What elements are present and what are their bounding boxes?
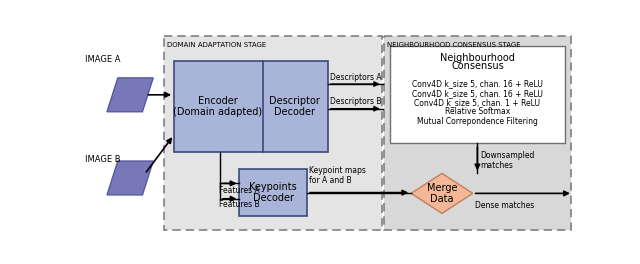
Text: Encoder
(Domain adapted): Encoder (Domain adapted) [173, 96, 262, 117]
Text: Keypoints
Decoder: Keypoints Decoder [250, 182, 297, 203]
Bar [239, 169, 307, 216]
Text: Mutual Correpondence Filtering: Mutual Correpondence Filtering [417, 116, 538, 125]
Text: Neighbourhood: Neighbourhood [440, 53, 515, 63]
Text: Descriptors A: Descriptors A [330, 73, 381, 82]
Polygon shape [411, 173, 473, 213]
Bar [390, 46, 565, 143]
Polygon shape [107, 78, 153, 112]
Text: Dense matches: Dense matches [475, 201, 534, 210]
Text: IMAGE B: IMAGE B [86, 155, 121, 164]
Text: Keypoint maps
for A and B: Keypoint maps for A and B [308, 166, 365, 185]
Bar [164, 36, 382, 230]
Text: Features A: Features A [219, 186, 259, 195]
Text: Relative Softmax: Relative Softmax [445, 107, 510, 116]
Text: IMAGE A: IMAGE A [86, 55, 121, 64]
Text: Features B: Features B [219, 200, 259, 209]
Text: Conv4D k_size 5, chan. 1 + ReLU: Conv4D k_size 5, chan. 1 + ReLU [414, 98, 540, 107]
Text: Descriptors B: Descriptors B [330, 97, 381, 106]
Text: Conv4D k_size 5, chan. 16 + ReLU: Conv4D k_size 5, chan. 16 + ReLU [412, 89, 543, 98]
Bar [174, 61, 328, 152]
Text: Merge
Data: Merge Data [427, 183, 457, 204]
Text: Consensus: Consensus [451, 60, 504, 70]
Text: Descriptor
Decoder: Descriptor Decoder [269, 96, 321, 117]
Bar [384, 36, 570, 230]
Text: Downsampled
matches: Downsampled matches [481, 151, 535, 171]
Text: DOMAIN ADAPTATION STAGE: DOMAIN ADAPTATION STAGE [167, 42, 266, 48]
Text: Conv4D k_size 5, chan. 16 + ReLU: Conv4D k_size 5, chan. 16 + ReLU [412, 79, 543, 88]
Text: NEIGHBOURHOOD CONSENSUS STAGE: NEIGHBOURHOOD CONSENSUS STAGE [387, 42, 521, 48]
Polygon shape [107, 161, 153, 195]
